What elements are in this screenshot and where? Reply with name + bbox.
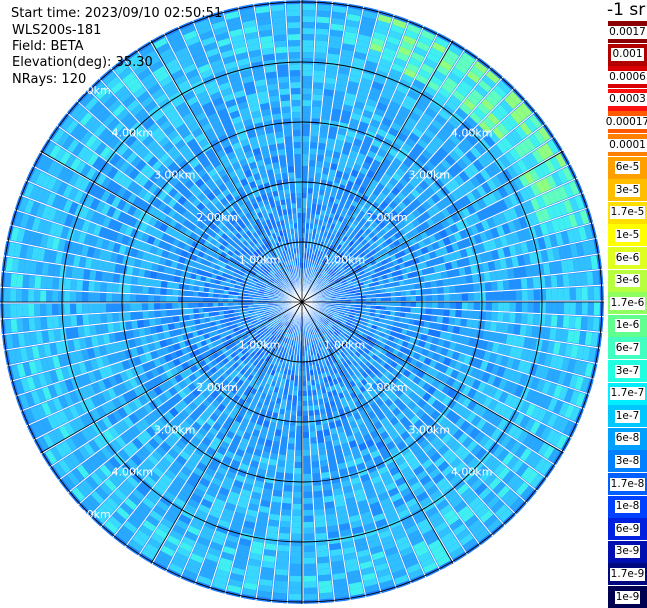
colorbar-level-label: 6e-9 [614,522,641,536]
colorbar-level-label: 0.0006 [608,70,647,84]
range-ring-label: 2.00km [196,211,238,224]
colorbar-level: 1e-8 [608,495,647,518]
colorbar-level-label: 1.7e-7 [609,387,646,401]
colorbar-level: 1e-7 [608,405,647,428]
colorbar-level-label: 0.0017 [608,25,647,39]
colorbar-level-label: 3e-7 [614,364,641,378]
colorbar-level: 0.0006 [608,66,647,89]
range-ring-label: 5.00km [69,508,111,521]
colorbar-level: 1e-9 [608,586,647,608]
colorbar-level-label: 1e-8 [614,500,641,514]
colorbar-level-label: 6e-5 [614,161,641,175]
colorbar-level: 0.00017 [604,111,647,134]
colorbar-level: 1.7e-5 [608,201,647,224]
colorbar-level: 6e-5 [608,156,647,179]
range-rings-and-spokes [0,0,604,604]
colorbar-level-label: 1.7e-5 [609,206,646,220]
colorbar-level: 1.7e-9 [608,563,647,586]
range-ring-label: 1.00km [324,338,366,351]
range-ring-label: 3.00km [154,423,196,436]
colorbar-level-label: 6e-8 [614,432,641,446]
range-ring-label: 1.00km [324,254,366,267]
range-ring-labels: 1.00km 1.00km 1.00km 1.00km 2.00km 2.00km 2.00… [69,84,492,521]
colorbar-level: 0.0017 [608,21,647,43]
colorbar-level: 6e-9 [608,518,647,541]
colorbar-level-label: 3e-9 [614,545,641,559]
colorbar-level: 6e-8 [608,427,647,450]
start-time-label: Start time: 2023/09/10 02:50:51 [11,6,223,21]
colorbar-unit: -1 sr [607,0,646,20]
colorbar-level-label: 0.0001 [608,138,647,152]
instrument-label: WLS200s-181 [12,23,102,38]
range-ring-label: 3.00km [408,423,450,436]
range-ring-label: 4.00km [451,126,493,139]
colorbar-level-label: 1e-6 [614,319,641,333]
range-ring-label: 1.00km [239,338,281,351]
colorbar-level: 1e-5 [608,224,647,247]
range-ring-label: 5.00km [69,84,111,97]
colorbar-level: 3e-5 [608,179,647,202]
colorbar-level: 1.7e-7 [608,382,647,405]
field-label: Field: BETA [12,39,84,54]
range-ring-label: 1.00km [239,254,281,267]
colorbar-level: 0.0001 [608,134,647,156]
colorbar-level-label: 3e-6 [614,274,641,288]
colorbar-level: 0.001 [608,43,647,66]
range-ring-label: 2.00km [196,381,238,394]
colorbar-level-label: 0.00017 [604,115,647,129]
colorbar-level-label: 1e-9 [614,590,641,604]
colorbar-level-label: 1.7e-8 [609,477,646,491]
range-ring-label: 2.00km [366,381,408,394]
colorbar-level-label: 0.0003 [608,93,647,107]
nrays-label: NRays: 120 [12,72,87,87]
colorbar-level-label: 3e-5 [614,183,641,197]
colorbar-level: 6e-6 [608,247,647,269]
range-ring-label: 3.00km [408,169,450,182]
range-ring-label: 4.00km [112,466,154,479]
colorbar-level-label: 1e-7 [614,409,641,423]
colorbar-level-label: 3e-8 [614,454,641,468]
colorbar-level: 0.0003 [608,88,647,111]
range-ring-label: 2.00km [366,211,408,224]
colorbar-level-label: 6e-7 [614,341,641,355]
colorbar-level: 6e-7 [608,337,647,360]
elevation-label: Elevation(deg): 35.30 [12,55,153,70]
colorbar-level: 1e-6 [608,314,647,337]
colorbar-level-label: 0.001 [611,48,644,62]
range-ring-label: 3.00km [154,169,196,182]
colorbar-level-label: 1.7e-6 [609,296,646,310]
colorbar-level-label: 6e-6 [614,251,641,265]
colorbar-level-label: 1e-5 [614,228,641,242]
range-ring-label: 4.00km [451,466,493,479]
colorbar-level: 3e-9 [608,540,647,563]
colorbar-level: 1.7e-6 [608,292,647,315]
range-ring-label: 4.00km [112,126,154,139]
colorbar-level-label: 1.7e-9 [609,567,646,581]
colorbar-level: 1.7e-8 [608,473,647,495]
colorbar-level: 3e-7 [608,360,647,382]
colorbar-level: 3e-6 [608,269,647,292]
colorbar-level: 3e-8 [608,450,647,473]
beta-field-layer [0,0,604,604]
